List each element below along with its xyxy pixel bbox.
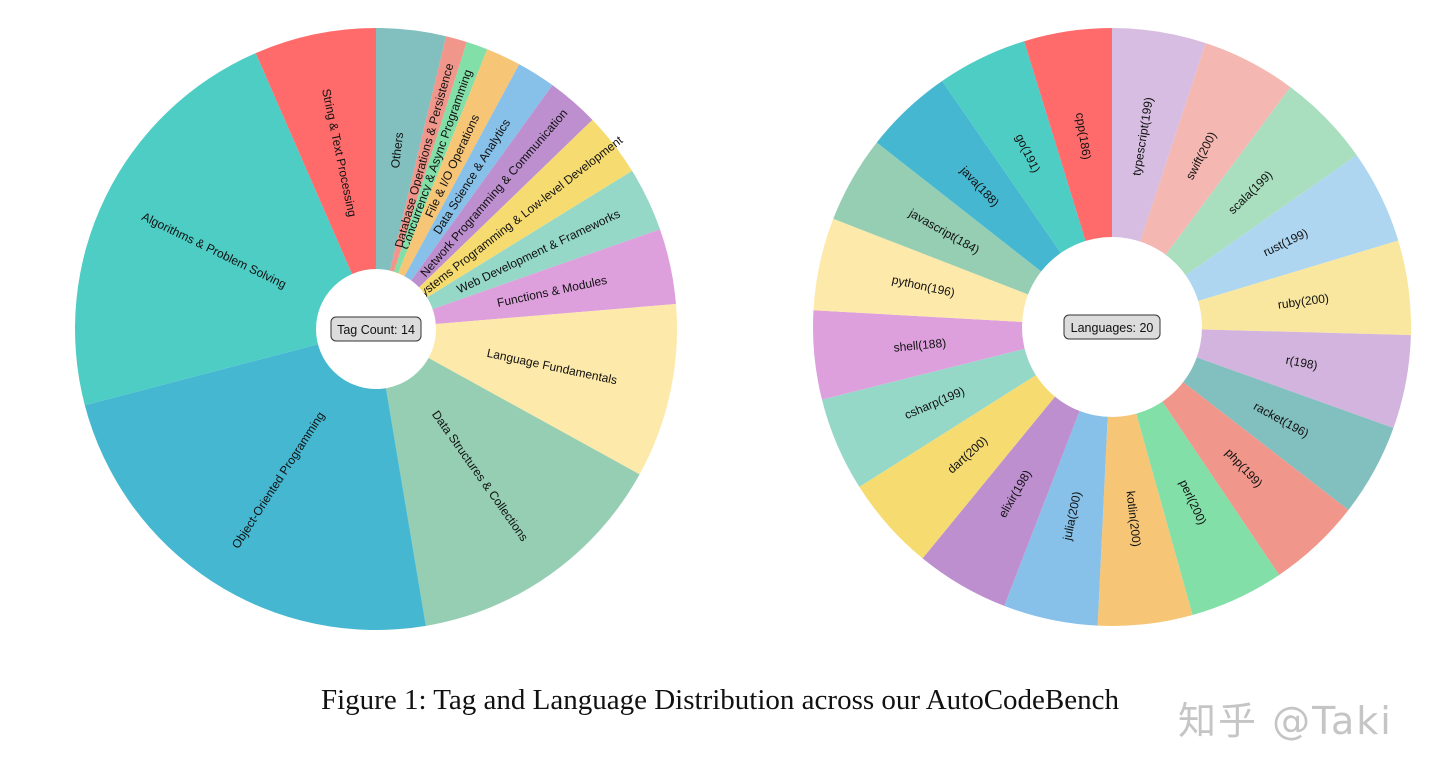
slice-0-10 [376,329,640,626]
center-label-box-1 [1063,314,1161,340]
center-label-1: Languages: 20 [1071,321,1154,335]
slice-0-13 [255,28,376,329]
figure-caption: Figure 1: Tag and Language Distribution … [320,684,1119,716]
slice-0-5 [376,85,593,329]
slice-0-12 [75,53,376,406]
slice-0-0 [376,28,447,329]
slice-0-7 [376,170,660,329]
slice-label-1-14: shell(188) [893,336,947,355]
slice-0-9 [376,303,678,475]
slice-0-11 [84,329,426,630]
slice-0-4 [376,64,553,329]
slice-0-8 [376,229,676,329]
slice-0-3 [376,49,520,330]
slice-0-6 [376,119,633,329]
center-label-box-0 [330,316,422,342]
slice-label-1-9: kotlin(200) [1124,490,1144,547]
slice-label-1-5: r(198) [1285,353,1319,373]
slice-0-1 [376,36,467,330]
slice-label-0-0: Others [388,132,406,169]
slice-label-1-19: cpp(186) [1073,112,1094,161]
slice-0-2 [376,42,488,329]
watermark: 知乎 @Taki [1178,699,1393,743]
center-label-0: Tag Count: 14 [337,323,415,337]
language-donut-chart: typescript(199) swift(200)scala(199)rust(… [813,28,1412,626]
slice-label-1-4: ruby(200) [1277,291,1330,312]
